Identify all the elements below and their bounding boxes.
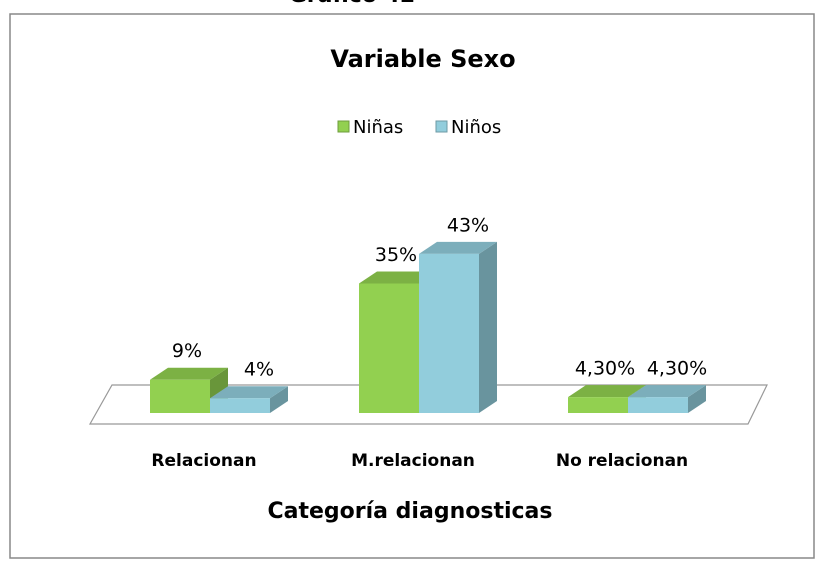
- legend-swatch: [337, 120, 350, 133]
- data-label: 4,30%: [647, 358, 707, 380]
- bar-face: [150, 367, 228, 380]
- chart-title: Variable Sexo: [330, 45, 515, 73]
- bar-face: [479, 241, 497, 413]
- x-tick-label: M.relacionan: [351, 451, 475, 471]
- bar-face: [210, 386, 288, 399]
- heading: Gráfico 42: [289, 0, 416, 8]
- data-label: 9%: [172, 340, 202, 362]
- bar-face: [628, 385, 706, 398]
- bar-face: [419, 241, 497, 254]
- bar-face: [628, 397, 688, 413]
- bar: [628, 385, 706, 413]
- legend-label: Niñas: [353, 117, 403, 138]
- bar-face: [270, 386, 288, 413]
- bar-face: [210, 398, 270, 413]
- bar-face: [568, 397, 628, 413]
- bar-face: [150, 379, 210, 413]
- legend-label: Niños: [451, 117, 501, 138]
- x-tick-label: Relacionan: [151, 451, 256, 471]
- x-axis-title: Categoría diagnosticas: [268, 499, 553, 524]
- data-label: 4%: [244, 359, 274, 381]
- bar: [419, 241, 497, 413]
- bar-face: [568, 385, 646, 398]
- bar-face: [359, 271, 437, 284]
- data-label: 43%: [447, 214, 489, 236]
- x-tick-label: No relacionan: [556, 451, 688, 471]
- data-label: 35%: [375, 244, 417, 266]
- bar-face: [419, 253, 479, 413]
- bar: [210, 386, 288, 413]
- data-label: 4,30%: [575, 358, 635, 380]
- bar-face: [359, 283, 419, 413]
- bar-face: [688, 385, 706, 413]
- legend-swatch: [435, 120, 448, 133]
